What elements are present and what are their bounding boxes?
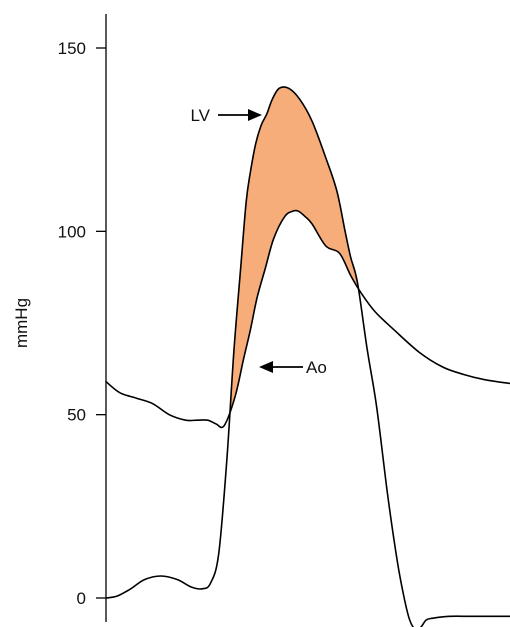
lv-pressure-line (105, 86, 510, 627)
y-tick-label: 0 (77, 589, 86, 608)
y-axis-group: 0 50 100 150 mmHg (12, 14, 107, 622)
lv-ao-shaded-region (230, 86, 359, 412)
lv-annotation: LV (190, 106, 262, 125)
y-ticks: 0 50 100 150 (58, 39, 106, 608)
lv-annotation-label: LV (190, 106, 210, 125)
ao-pressure-line (105, 209, 510, 429)
ao-annotation: Ao (259, 358, 327, 377)
y-tick-label: 100 (58, 222, 86, 241)
ao-arrow-head (259, 361, 273, 373)
y-tick-label: 150 (58, 39, 86, 58)
y-axis-title: mmHg (12, 298, 31, 348)
y-tick-label: 50 (67, 406, 86, 425)
lv-arrow-head (248, 109, 262, 121)
ao-annotation-label: Ao (306, 358, 327, 377)
